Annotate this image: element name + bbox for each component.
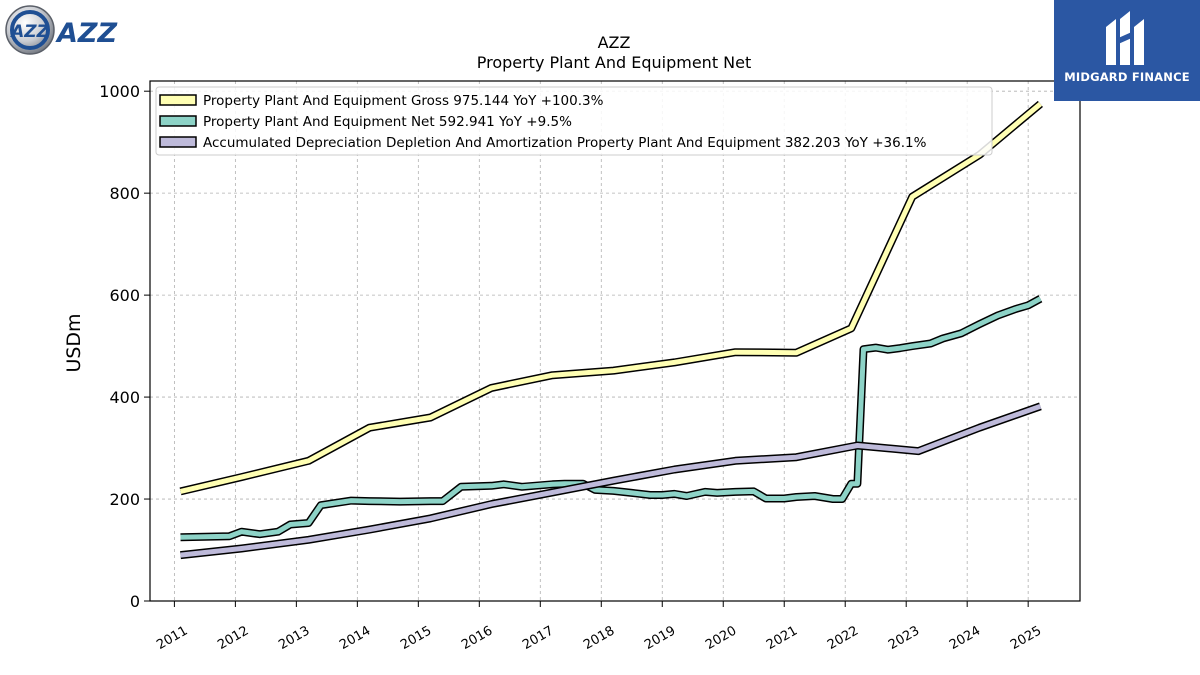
y-tick-label: 600 [109,286,140,305]
chart-subtitle: Property Plant And Equipment Net [477,53,752,72]
x-tick-label: 2011 [154,623,190,653]
y-axis-label: USDm [63,313,85,372]
x-tick-label: 2025 [1008,623,1044,653]
legend-swatch [159,136,197,148]
x-tick-label: 2014 [337,623,373,653]
series-outline [180,295,1043,542]
x-tick-label: 2024 [947,623,983,653]
x-tick-label: 2020 [703,623,739,653]
legend-swatch [159,94,197,106]
series-outline [179,100,1043,496]
legend-label: Accumulated Depreciation Depletion And A… [203,135,927,151]
y-tick-label: 200 [109,490,140,509]
x-tick-label: 2022 [825,623,861,653]
azz-logo-emblem-text: AZZ [9,22,49,42]
series-lines [179,100,1043,560]
y-tick-label: 1000 [99,82,140,101]
series-line [180,403,1042,558]
x-tick-label: 2019 [642,623,678,653]
legend-box [155,86,993,156]
grid-lines [150,81,1080,602]
legend-label: Property Plant And Equipment Net 592.941… [203,114,572,130]
legend-swatch [159,115,197,127]
legend: Property Plant And Equipment Gross 975.1… [155,86,993,156]
y-tick-label: 800 [109,184,140,203]
y-axis: 0 200 400 600 800 1000 [99,82,150,611]
x-tick-label: 2013 [276,623,312,653]
azz-logo-text: AZZ [55,18,117,49]
midgard-finance-text: MIDGARD FINANCE [1064,70,1190,84]
x-tick-label: 2018 [581,623,617,653]
x-tick-label: 2012 [215,623,251,653]
x-tick-label: 2016 [459,623,495,653]
series-line [180,296,1042,540]
midgard-finance-logo: MIDGARD FINANCE [1054,0,1200,101]
y-tick-label: 400 [109,388,140,407]
y-tick-label: 0 [130,592,140,611]
x-axis: 2011 2012 2013 2014 2015 2016 2017 2018 2019 2020… [154,601,1044,653]
series-line [179,101,1043,494]
x-tick-label: 2023 [886,623,922,653]
x-tick-label: 2017 [520,623,556,653]
midgard-monogram-icon [1106,11,1144,65]
plot-frame [149,80,1081,602]
azz-logo: AZZ AZZ [5,5,117,55]
legend-label: Property Plant And Equipment Gross 975.1… [203,93,604,109]
x-tick-label: 2015 [398,623,434,653]
x-tick-label: 2021 [764,623,800,653]
chart-title: AZZ [598,33,631,52]
